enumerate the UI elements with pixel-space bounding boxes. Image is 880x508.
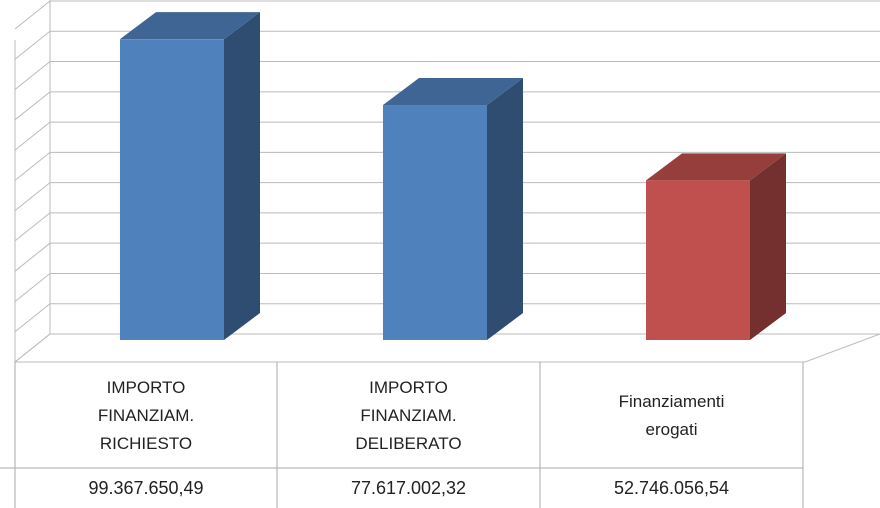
grid-line [14, 333, 880, 363]
bar-side [750, 153, 786, 340]
category-label: IMPORTO FINANZIAM. RICHIESTO [97, 378, 195, 453]
grid-line [14, 61, 880, 90]
grid-line [14, 30, 880, 60]
category-label: Finanziamenti erogati [618, 392, 725, 439]
bar [383, 105, 487, 340]
value-label: 52.746.056,54 [613, 478, 730, 498]
grid-line [14, 242, 880, 272]
grid-line [14, 303, 880, 333]
bar-side [487, 78, 523, 340]
bar [120, 39, 224, 341]
bar-side [224, 12, 260, 341]
grid-line [14, 151, 880, 181]
bar-top [646, 153, 786, 181]
bar-top [120, 12, 260, 40]
value-label: 77.617.002,32 [350, 478, 467, 498]
value-label: 99.367.650,49 [88, 478, 204, 498]
grid-line [14, 91, 880, 121]
category-label: IMPORTO FINANZIAM. DELIBERATO [355, 378, 462, 453]
bar [646, 180, 750, 340]
grid-line [14, 272, 880, 302]
bar-top [383, 78, 523, 106]
grid-line [14, 121, 880, 151]
grid-line [14, 0, 880, 30]
grid-line [14, 212, 880, 242]
grid-line [14, 182, 880, 212]
